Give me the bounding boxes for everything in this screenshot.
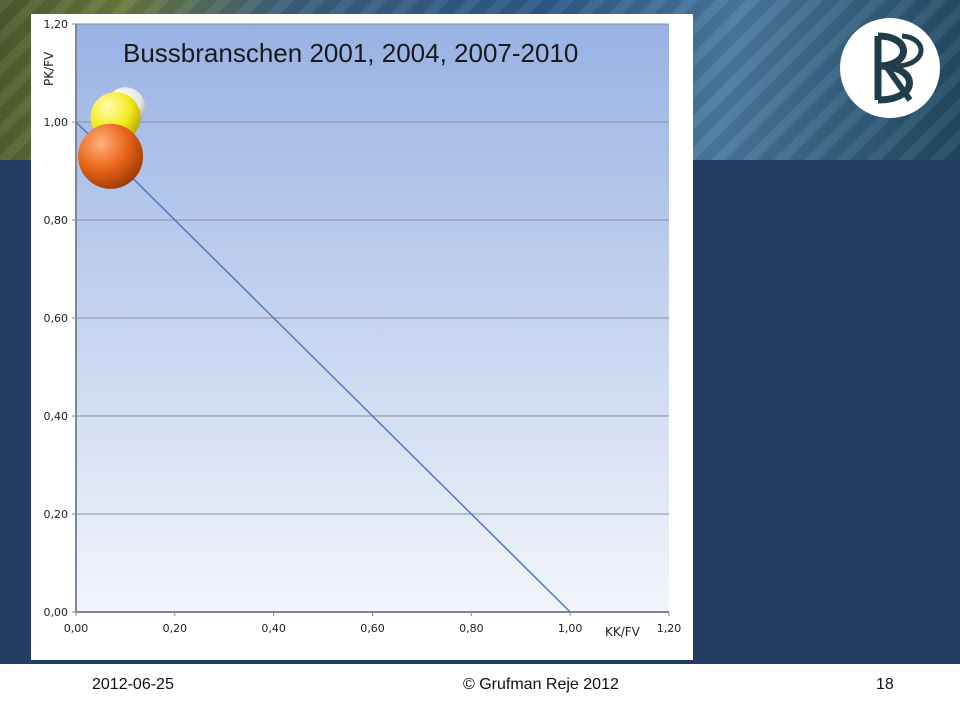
x-axis-label: KK/FV [605,625,641,639]
footer-background [0,664,960,716]
y-tick-label: 1,20 [44,18,69,31]
chart-title: Bussbranschen 2001, 2004, 2007-2010 [123,38,578,68]
y-tick-label: 0,40 [44,410,69,423]
footer-date: 2012-06-25 [92,676,174,693]
x-tick-label: 0,20 [163,622,188,635]
page-number: 18 [876,676,894,693]
x-tick-label: 1,20 [657,622,682,635]
y-tick-label: 0,60 [44,312,69,325]
x-tick-label: 0,60 [360,622,385,635]
data-point [78,123,144,189]
br-logo-icon [840,18,940,118]
x-tick-label: 0,80 [459,622,484,635]
chart-card: 0,00 0,20 0,40 0,60 0,80 1,00 1,20 0,00 0,20 0,40… [31,14,693,660]
footer-copyright: © Grufman Reje 2012 [463,676,619,693]
reference-line [75,121,571,613]
x-tick-label: 0,00 [64,622,89,635]
y-tick-label: 1,00 [44,116,69,129]
y-tick-label: 0,20 [44,508,69,521]
x-tick-label: 1,00 [558,622,583,635]
y-tick-label: 0,80 [44,214,69,227]
x-tick-label: 0,40 [261,622,286,635]
footer: 2012-06-25 © Grufman Reje 2012 18 [0,672,960,698]
y-axis-label: PK/FV [42,51,56,86]
scatter-chart: 0,00 0,20 0,40 0,60 0,80 1,00 1,20 0,00 0,20 0,40… [42,18,682,639]
y-tick-label: 0,00 [44,606,69,619]
